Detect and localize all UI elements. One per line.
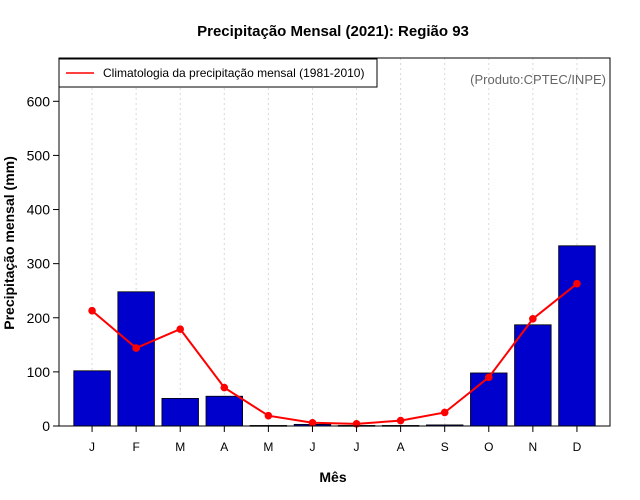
climatology-line [91, 282, 578, 425]
climatology-point [88, 306, 96, 315]
climatology-point [176, 325, 185, 333]
x-tick-label: O [484, 440, 493, 454]
y-tick-label: 300 [27, 256, 51, 272]
climatology-point [573, 279, 581, 288]
y-tick-label: 0 [42, 418, 50, 434]
x-tick-label: J [354, 440, 360, 454]
bar [73, 370, 111, 427]
climatology-point [396, 416, 405, 425]
chart-title: Precipitação Mensal (2021): Região 93 [197, 23, 469, 40]
source-credit: (Produto:CPTEC/INPE) [470, 72, 606, 87]
x-tick-label: N [529, 440, 538, 454]
y-axis-title: Precipitação mensal (mm) [1, 156, 17, 330]
climatology-point [220, 383, 229, 392]
climatology-point [264, 411, 273, 420]
y-tick-label: 100 [27, 364, 51, 380]
legend-entry: Climatologia da precipitação mensal (198… [103, 66, 364, 80]
x-tick-label: A [220, 440, 228, 454]
bar [205, 395, 243, 427]
x-tick-label: S [441, 440, 449, 454]
x-tick-label: D [573, 440, 582, 454]
bar [117, 291, 155, 427]
x-tick-label: J [89, 440, 95, 454]
climatology-point [440, 408, 449, 417]
x-tick-label: J [309, 440, 315, 454]
plot-area: 0 100 200 300 400 500 600 J F M A M J J A S O N D [27, 57, 611, 454]
bar [558, 245, 596, 427]
climatology-point [484, 373, 493, 382]
bar [470, 372, 508, 427]
legend: Climatologia da precipitação mensal (198… [58, 58, 378, 88]
x-tick-label: A [397, 440, 405, 454]
bar [514, 324, 552, 427]
x-tick-label: F [132, 440, 139, 454]
climatology-point [132, 344, 140, 352]
x-tick-label: M [263, 440, 273, 454]
y-tick-label: 200 [27, 310, 51, 326]
plot-frame [58, 57, 611, 427]
y-tick-label: 500 [27, 147, 51, 163]
x-axis-title: Mês [319, 469, 346, 485]
y-tick-label: 400 [27, 202, 51, 218]
climatology-point [308, 418, 317, 427]
y-tick-label: 600 [27, 93, 51, 109]
bar [161, 397, 199, 427]
legend-box [58, 58, 378, 88]
x-tick-label: M [175, 440, 185, 454]
climatology-point [529, 315, 537, 323]
